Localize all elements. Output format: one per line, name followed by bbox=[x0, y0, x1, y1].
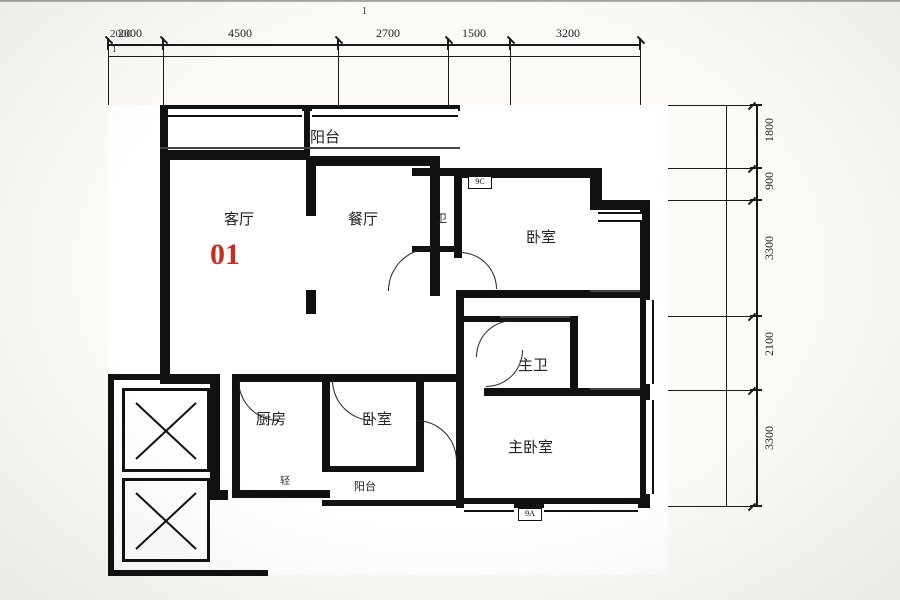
dim-right-1: 900 bbox=[762, 172, 777, 190]
wall-seg bbox=[454, 168, 462, 258]
dim-right-2: 3300 bbox=[762, 236, 777, 260]
dim-top-1: 4500 bbox=[228, 26, 252, 41]
window bbox=[168, 107, 302, 117]
wall-seg bbox=[322, 466, 422, 472]
dim-right-4: 3300 bbox=[762, 426, 777, 450]
equip-9C: 9C bbox=[468, 176, 492, 189]
mark: 1 bbox=[112, 44, 117, 54]
window bbox=[644, 300, 654, 384]
room-label-master_bed: 主卧室 bbox=[508, 436, 553, 457]
elevator-2 bbox=[122, 478, 210, 562]
wall-seg bbox=[590, 200, 650, 210]
wall-seg bbox=[322, 374, 330, 472]
wall-seg bbox=[210, 490, 228, 500]
dim-top-4: 3200 bbox=[556, 26, 580, 41]
room-label-dining: 餐厅 bbox=[348, 208, 378, 229]
room-label-kitchen: 厨房 bbox=[256, 408, 286, 429]
wall-seg bbox=[232, 374, 240, 496]
wall-seg bbox=[108, 570, 268, 576]
wall-seg bbox=[232, 490, 330, 498]
room-label-living: 客厅 bbox=[224, 208, 254, 229]
dim-top-3: 1500 bbox=[462, 26, 486, 41]
unit-number: 01 bbox=[210, 238, 240, 272]
dim-right-3: 2100 bbox=[762, 332, 777, 356]
room-label-balcony_bot: 阳台 bbox=[354, 478, 376, 494]
equip-9A: 9A bbox=[518, 508, 542, 521]
window bbox=[312, 107, 458, 117]
room-label-bed_mid: 卧室 bbox=[362, 408, 392, 429]
wall-seg bbox=[306, 290, 316, 314]
partition bbox=[590, 388, 640, 390]
wall-seg bbox=[456, 290, 464, 504]
room-label-wc: 卫 bbox=[436, 210, 447, 226]
mark: 2000 bbox=[110, 28, 132, 40]
wall-seg bbox=[160, 150, 310, 160]
top-index-mark: 1 bbox=[362, 6, 367, 17]
dim-right-0: 1800 bbox=[762, 118, 777, 142]
room-label-balcony_top: 阳台 bbox=[310, 126, 340, 147]
partition bbox=[590, 290, 640, 292]
wall-seg bbox=[306, 156, 436, 166]
room-label-bed_ne: 卧室 bbox=[526, 226, 556, 247]
wall-seg bbox=[412, 168, 460, 176]
partition bbox=[160, 147, 460, 149]
window bbox=[464, 502, 514, 512]
wall-seg bbox=[108, 374, 164, 380]
wall-seg bbox=[570, 316, 578, 394]
room-label-master_bath: 主卫 bbox=[518, 354, 548, 375]
wall-seg bbox=[210, 374, 220, 498]
window bbox=[544, 502, 638, 512]
wall-seg bbox=[322, 500, 458, 506]
partition bbox=[500, 316, 570, 318]
window bbox=[598, 212, 642, 222]
wall-seg bbox=[160, 150, 170, 380]
dim-top-2: 2700 bbox=[376, 26, 400, 41]
wall-seg bbox=[108, 374, 114, 574]
wall-seg bbox=[430, 156, 440, 296]
mark: 轻 bbox=[280, 472, 290, 487]
window bbox=[644, 400, 654, 494]
elevator-1 bbox=[122, 388, 210, 472]
